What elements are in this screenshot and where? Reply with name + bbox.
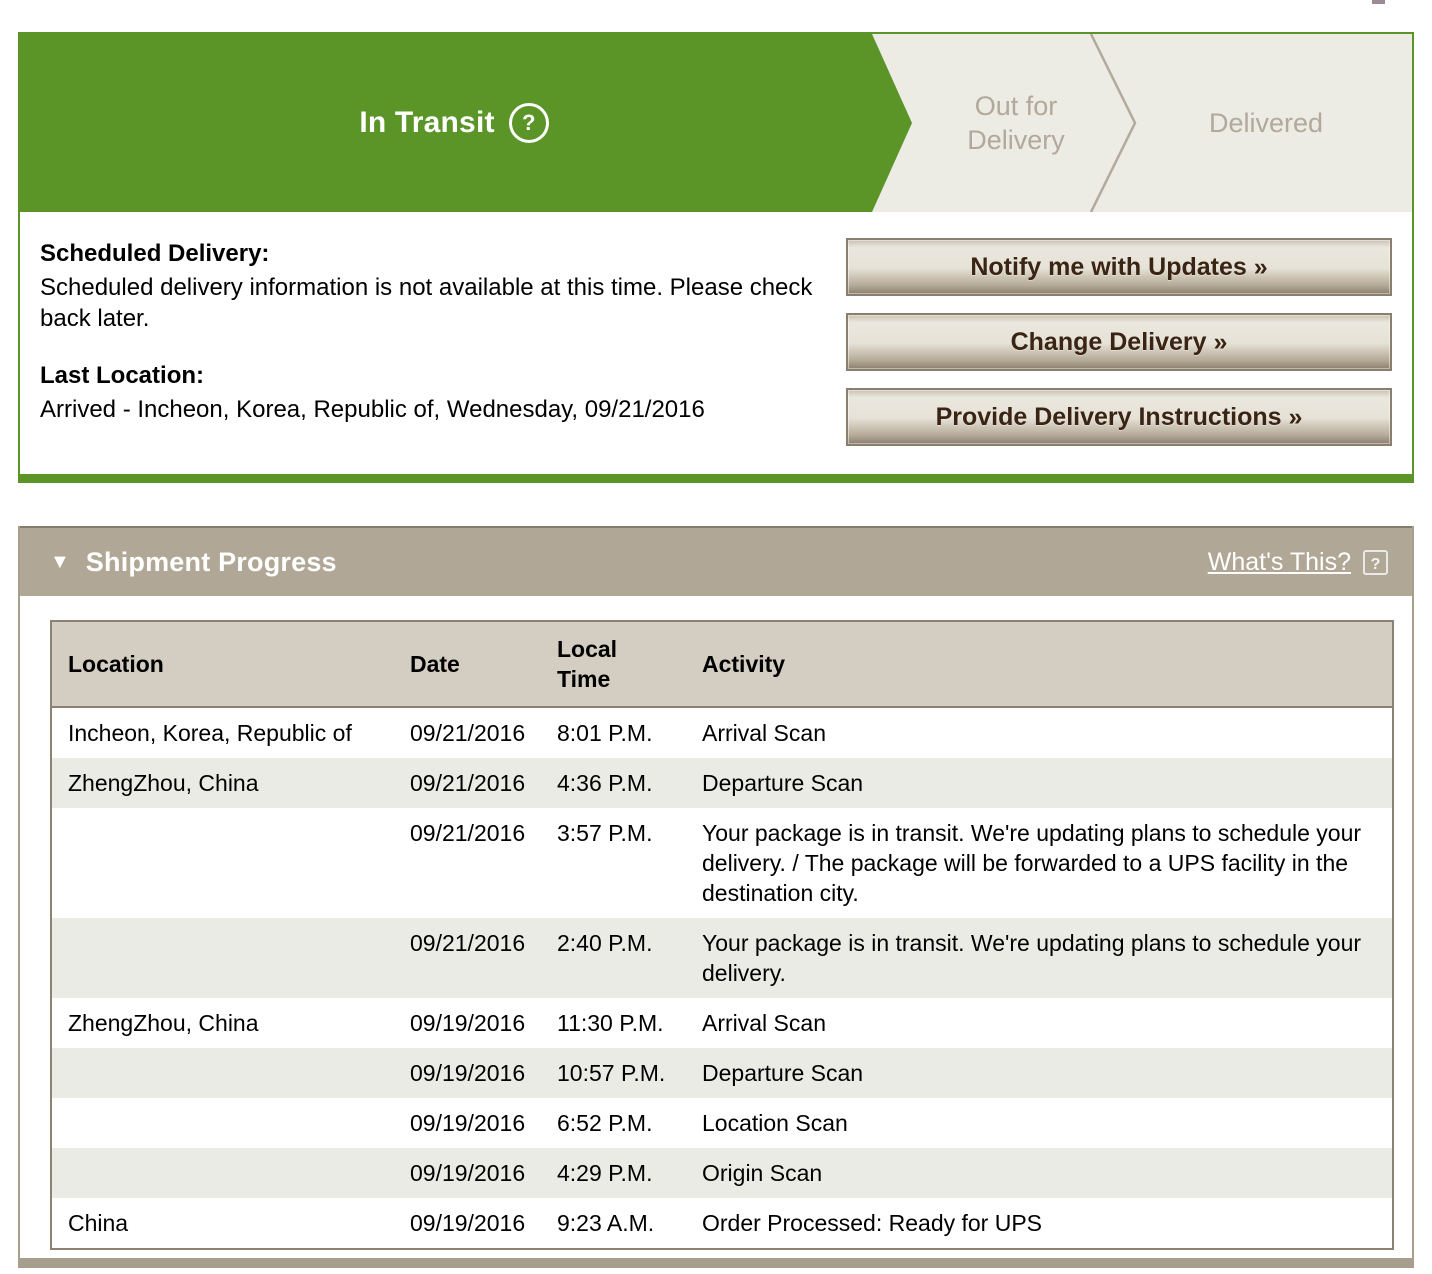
status-text-block: Scheduled Delivery: Scheduled delivery i… <box>40 238 840 474</box>
whats-this-link[interactable]: What's This? <box>1207 547 1351 576</box>
table-row: 09/19/2016 4:29 P.M. Origin Scan <box>51 1148 1393 1198</box>
table-row: ZhengZhou, China 09/21/2016 4:36 P.M. De… <box>51 758 1393 808</box>
shipment-progress-title: Shipment Progress <box>85 546 337 577</box>
whats-this-help-icon[interactable]: ? <box>1363 549 1388 575</box>
cell-date: 09/19/2016 <box>410 1010 526 1036</box>
cell-location: China <box>68 1210 129 1236</box>
table-row: ZhengZhou, China 09/19/2016 11:30 P.M. A… <box>51 998 1393 1048</box>
cell-activity: Location Scan <box>702 1110 848 1136</box>
cell-date: 09/21/2016 <box>410 720 526 746</box>
cell-activity: Your package is in transit. We're updati… <box>702 930 1362 986</box>
header-location: Location <box>51 621 394 708</box>
cell-activity: Your package is in transit. We're updati… <box>702 820 1362 906</box>
shipment-progress-panel: ▼ Shipment Progress What's This? ? Locat… <box>18 526 1414 1268</box>
cell-location <box>51 1048 394 1098</box>
shipment-progress-table: Location Date Local Time Activity Incheo… <box>50 620 1394 1250</box>
in-transit-label: In Transit <box>359 106 495 139</box>
header-activity: Activity <box>686 621 1393 708</box>
cell-date: 09/19/2016 <box>410 1060 526 1086</box>
cell-activity: Departure Scan <box>702 770 864 796</box>
cell-activity: Departure Scan <box>702 1060 864 1086</box>
step-divider-chevron-icon <box>1089 34 1137 212</box>
status-details: Scheduled Delivery: Scheduled delivery i… <box>20 212 1412 474</box>
cell-time: 9:23 A.M. <box>557 1210 655 1236</box>
notify-me-with-updates-button[interactable]: Notify me with Updates » <box>846 238 1392 296</box>
table-row: Incheon, Korea, Republic of 09/21/2016 8… <box>51 707 1393 758</box>
cell-location: ZhengZhou, China <box>68 770 259 796</box>
cell-location <box>51 808 394 918</box>
table-header-row: Location Date Local Time Activity <box>51 621 1393 708</box>
table-row: 09/19/2016 10:57 P.M. Departure Scan <box>51 1048 1393 1098</box>
change-delivery-button[interactable]: Change Delivery » <box>846 313 1392 371</box>
cell-time: 2:40 P.M. <box>557 930 653 956</box>
shipment-progress-header[interactable]: ▼ Shipment Progress What's This? ? <box>20 526 1412 596</box>
scheduled-delivery-heading: Scheduled Delivery: <box>40 240 270 267</box>
whats-this-group: What's This? ? <box>1208 548 1388 577</box>
cell-date: 09/19/2016 <box>410 1160 526 1186</box>
cell-location: Incheon, Korea, Republic of <box>68 720 352 746</box>
cell-location <box>51 918 394 998</box>
cell-time: 11:30 P.M. <box>557 1010 664 1036</box>
provide-delivery-instructions-button[interactable]: Provide Delivery Instructions » <box>846 388 1392 446</box>
cell-date: 09/19/2016 <box>410 1210 526 1236</box>
table-row: 09/21/2016 3:57 P.M. Your package is in … <box>51 808 1393 918</box>
cell-date: 09/21/2016 <box>410 820 526 846</box>
cell-activity: Origin Scan <box>702 1160 823 1186</box>
header-date: Date <box>394 621 541 708</box>
cell-location <box>51 1148 394 1198</box>
screen-edge-artifact <box>1372 0 1385 4</box>
cell-time: 6:52 P.M. <box>557 1110 653 1136</box>
last-location-text: Arrived - Incheon, Korea, Republic of, W… <box>40 396 705 423</box>
cell-activity: Arrival Scan <box>702 720 826 746</box>
cell-activity: Arrival Scan <box>702 1010 826 1036</box>
cell-location <box>51 1098 394 1148</box>
cell-date: 09/21/2016 <box>410 770 526 796</box>
table-row: 09/21/2016 2:40 P.M. Your package is in … <box>51 918 1393 998</box>
collapse-triangle-icon[interactable]: ▼ <box>50 551 70 573</box>
help-question-icon[interactable]: ? <box>509 103 549 143</box>
delivery-progress-bar: In Transit ? Out for Delivery Delivered <box>20 34 1412 212</box>
scheduled-delivery-text: Scheduled delivery information is not av… <box>40 274 813 332</box>
cell-time: 3:57 P.M. <box>557 820 653 846</box>
cell-activity: Order Processed: Ready for UPS <box>702 1210 1043 1236</box>
progress-step-delivered: Delivered <box>1208 108 1324 138</box>
cell-time: 4:29 P.M. <box>557 1160 653 1186</box>
shipment-table-body: Incheon, Korea, Republic of 09/21/2016 8… <box>51 707 1393 1249</box>
progress-step-out-for-delivery: Out for Delivery <box>967 91 1065 155</box>
last-location-heading: Last Location: <box>40 362 205 389</box>
shipment-progress-body: Location Date Local Time Activity Incheo… <box>20 596 1412 1258</box>
action-buttons: Notify me with Updates » Change Delivery… <box>846 238 1392 474</box>
progress-step-in-transit: In Transit ? <box>20 34 912 212</box>
table-row: China 09/19/2016 9:23 A.M. Order Process… <box>51 1198 1393 1249</box>
cell-location: ZhengZhou, China <box>68 1010 259 1036</box>
cell-date: 09/19/2016 <box>410 1110 526 1136</box>
header-local-time: Local Time <box>541 621 686 708</box>
cell-time: 4:36 P.M. <box>557 770 653 796</box>
cell-time: 10:57 P.M. <box>557 1060 666 1086</box>
table-row: 09/19/2016 6:52 P.M. Location Scan <box>51 1098 1393 1148</box>
cell-time: 8:01 P.M. <box>557 720 653 746</box>
tracking-status-panel: In Transit ? Out for Delivery Delivered … <box>18 32 1414 483</box>
cell-date: 09/21/2016 <box>410 930 526 956</box>
